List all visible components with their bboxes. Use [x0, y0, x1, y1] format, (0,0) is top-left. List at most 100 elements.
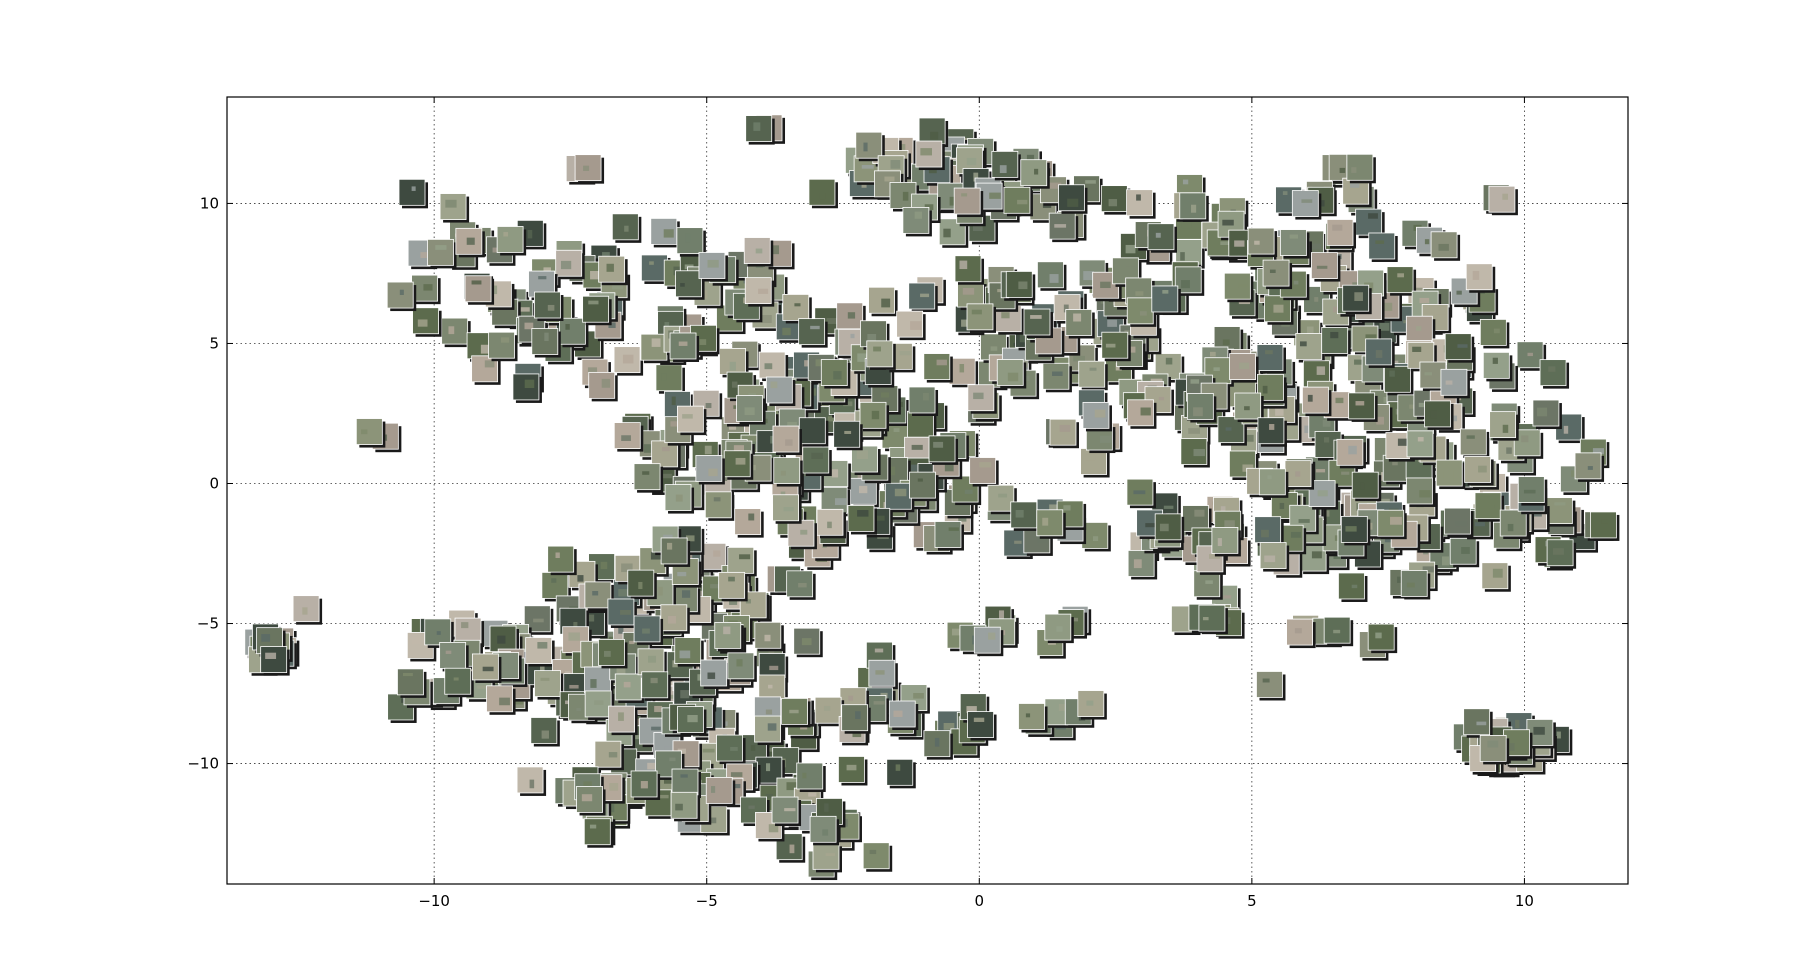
thumbnail-point — [928, 435, 959, 465]
thumbnail-point — [966, 303, 997, 333]
thumbnail-point — [836, 302, 866, 332]
thumbnail-point — [1336, 438, 1366, 469]
thumbnail-point — [584, 690, 615, 720]
thumbnail-point — [1065, 309, 1095, 339]
thumbnail-point — [1018, 703, 1048, 733]
thumbnail-point — [798, 318, 828, 348]
thumbnail-point — [1348, 392, 1378, 422]
thumbnail-point — [516, 219, 547, 250]
y-tick-label: 0 — [209, 474, 219, 492]
thumbnail-point — [1482, 351, 1513, 382]
y-tick-label: −5 — [197, 615, 219, 633]
thumbnail-point — [555, 249, 585, 280]
thumbnail-point — [637, 648, 667, 678]
thumbnail-point — [512, 373, 542, 403]
thumbnail-point — [1186, 393, 1217, 423]
thumbnail-point — [705, 777, 736, 807]
thumbnail-point — [576, 786, 606, 816]
thumbnail-point — [802, 446, 832, 477]
thumbnail-point — [798, 417, 829, 447]
thumbnail-point — [1005, 271, 1036, 301]
thumbnail-point — [444, 667, 474, 698]
thumbnail-point — [1351, 471, 1382, 502]
thumbnail-point — [641, 671, 671, 701]
thumbnail-point — [660, 537, 691, 567]
thumbnail-point — [967, 711, 997, 741]
thumbnail-point — [669, 332, 700, 362]
thumbnail-point — [630, 770, 661, 800]
thumbnail-point — [614, 673, 645, 703]
thumbnail-point — [957, 280, 987, 311]
thumbnail-point — [1058, 184, 1088, 214]
thumbnail-point — [1154, 513, 1185, 543]
thumbnail-point — [583, 818, 614, 848]
thumbnail-point — [1127, 550, 1158, 580]
thumbnail-point — [833, 420, 863, 451]
thumbnail-point — [1286, 618, 1316, 649]
thumbnail-point — [1481, 562, 1511, 592]
thumbnail-point — [736, 395, 766, 425]
thumbnail-point — [1365, 338, 1395, 368]
thumbnail-point — [1211, 527, 1241, 557]
thumbnail-point — [1308, 480, 1339, 510]
thumbnail-point — [1386, 266, 1417, 296]
thumbnail-point — [1488, 185, 1518, 216]
thumbnail-point — [598, 255, 628, 286]
thumbnail-point — [655, 364, 685, 394]
thumbnail-point — [1180, 438, 1210, 468]
thumbnail-point — [386, 281, 417, 312]
thumbnail-point — [915, 140, 945, 171]
thumbnail-point — [633, 615, 664, 645]
thumbnail-point — [771, 796, 802, 827]
thumbnail-point — [397, 668, 427, 698]
thumbnail-point — [859, 401, 889, 432]
thumbnail-point — [808, 178, 838, 209]
thumbnail-point — [704, 491, 735, 521]
thumbnail-point — [884, 482, 915, 513]
thumbnail-point — [775, 833, 806, 863]
thumbnail-point — [754, 715, 784, 746]
thumbnail-point — [923, 730, 953, 760]
thumbnail-point — [1310, 252, 1341, 282]
y-tick-label: 10 — [200, 194, 219, 212]
thumbnail-point — [1532, 399, 1562, 430]
thumbnail-point — [888, 700, 919, 731]
thumbnail-point — [1444, 333, 1475, 363]
thumbnail-point — [786, 570, 816, 600]
thumbnail-point — [439, 642, 469, 672]
thumbnail-point — [1101, 331, 1131, 362]
thumbnail-point — [923, 353, 953, 383]
thumbnail-point — [1517, 476, 1548, 506]
thumbnail-point — [1198, 604, 1228, 635]
thumbnail-point — [530, 717, 560, 747]
thumbnail-point — [773, 457, 803, 487]
thumbnail-point — [1465, 263, 1496, 293]
thumbnail-point — [1406, 477, 1436, 507]
thumbnail-point — [886, 758, 916, 789]
thumbnail-point — [1044, 613, 1074, 644]
thumbnail-point — [464, 275, 495, 305]
thumbnail-point — [1367, 623, 1398, 654]
thumbnail-point — [1574, 452, 1605, 482]
x-tick-label: −10 — [418, 892, 450, 910]
axes-frame — [226, 96, 1629, 885]
thumbnail-point — [1127, 399, 1157, 429]
thumbnail-point — [1545, 497, 1576, 527]
thumbnail-point — [650, 218, 680, 248]
thumbnail-point — [820, 359, 851, 389]
x-tick-label: 5 — [1247, 892, 1257, 910]
thumbnail-point — [1080, 448, 1110, 478]
thumbnail-point — [1489, 411, 1519, 441]
thumbnail-point — [594, 740, 624, 771]
thumbnail-point — [838, 756, 868, 786]
thumbnail-point — [812, 842, 843, 873]
thumbnail-point — [1048, 212, 1079, 243]
thumbnail-point — [868, 286, 898, 317]
thumbnail-point — [633, 463, 664, 493]
thumbnail-point — [608, 705, 638, 736]
thumbnail-point — [1257, 417, 1287, 447]
thumbnail-point — [1430, 231, 1461, 261]
thumbnail-point — [716, 734, 746, 765]
thumbnail-point — [772, 494, 802, 524]
thumbnail-point — [1289, 504, 1319, 535]
